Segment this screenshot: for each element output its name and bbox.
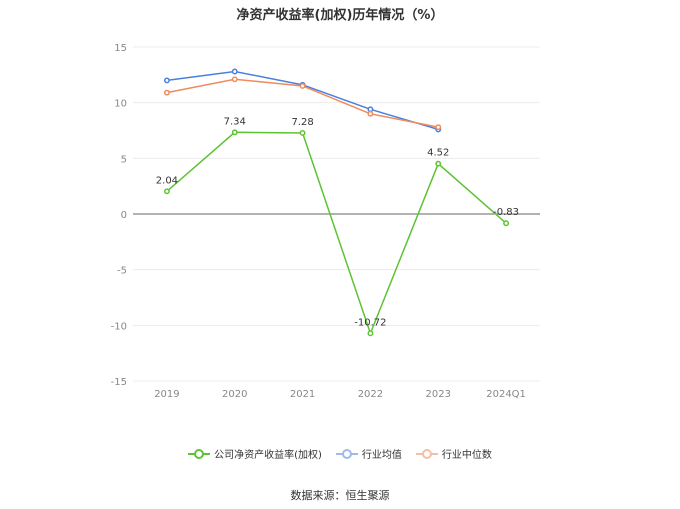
chart-title: 净资产收益率(加权)历年情况（%） (236, 8, 444, 23)
data-label: 7.28 (291, 117, 313, 128)
y-tick-label: -10 (111, 321, 127, 332)
legend-swatch-industry-mean (335, 448, 358, 459)
series-line (166, 131, 507, 336)
data-point (231, 129, 238, 136)
x-tick-label: 2022 (358, 389, 383, 400)
data-label: 2.04 (156, 175, 178, 186)
data-point (435, 160, 442, 167)
data-source: 数据来源：恒生聚源 (290, 489, 390, 502)
data-point (435, 124, 442, 131)
y-tick-label: 5 (121, 154, 127, 165)
data-point (503, 220, 510, 227)
y-tick-label: 15 (114, 43, 127, 54)
legend-label-company-roe: 公司净资产收益率(加权) (214, 450, 322, 461)
data-label: -10.72 (354, 317, 386, 328)
y-tick-label: 10 (114, 99, 127, 110)
data-label: 4.52 (427, 148, 449, 159)
legend-swatch-industry-median (415, 448, 438, 459)
data-label: -0.83 (493, 207, 519, 218)
data-point (231, 68, 238, 75)
data-point (231, 76, 238, 83)
y-tick-label: -5 (117, 266, 127, 277)
legend-item-company-roe[interactable]: 公司净资产收益率(加权) (188, 446, 322, 461)
x-tick-label: 2020 (222, 389, 247, 400)
y-tick-label: -15 (111, 377, 127, 388)
legend: 公司净资产收益率(加权) 行业均值 行业中位数 (0, 446, 680, 461)
data-point (367, 110, 374, 117)
data-point (163, 77, 170, 84)
data-point (163, 89, 170, 96)
legend-swatch-company-roe (188, 448, 211, 459)
x-tick-label: 2023 (426, 389, 451, 400)
x-tick-label: 2024Q1 (486, 389, 526, 400)
data-point (299, 129, 306, 136)
x-tick-label: 2019 (154, 389, 179, 400)
legend-label-industry-median: 行业中位数 (441, 450, 492, 461)
legend-item-industry-median[interactable]: 行业中位数 (415, 446, 492, 461)
data-point (299, 83, 306, 89)
y-tick-label: 0 (121, 210, 127, 221)
legend-item-industry-mean[interactable]: 行业均值 (335, 446, 402, 461)
data-point (163, 188, 170, 195)
data-label: 7.34 (224, 116, 246, 127)
data-point (367, 330, 374, 337)
legend-label-industry-mean: 行业均值 (361, 450, 402, 461)
x-tick-label: 2021 (290, 389, 315, 400)
